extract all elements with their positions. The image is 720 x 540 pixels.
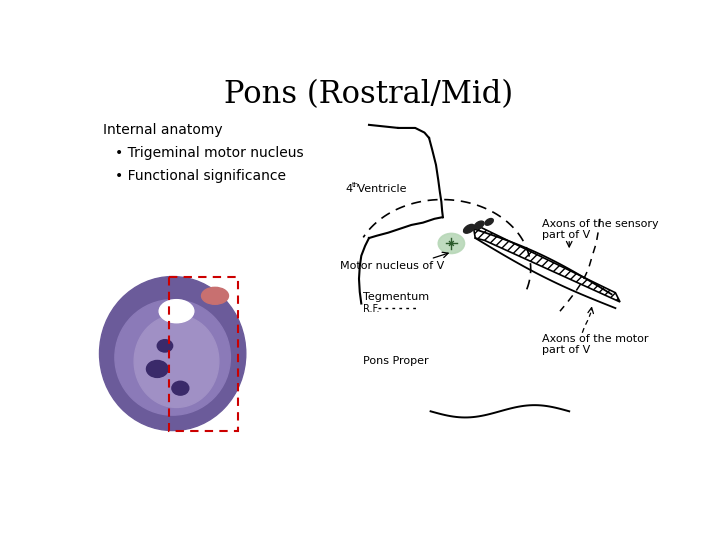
Ellipse shape (115, 300, 230, 415)
Ellipse shape (157, 340, 173, 352)
Text: part of V: part of V (542, 345, 590, 355)
Text: Pons Proper: Pons Proper (363, 356, 428, 366)
Text: • Functional significance: • Functional significance (115, 168, 286, 183)
Ellipse shape (485, 219, 493, 225)
Text: 4: 4 (346, 184, 353, 194)
Text: Axons of the sensory: Axons of the sensory (542, 219, 659, 229)
Ellipse shape (146, 361, 168, 377)
Text: part of V: part of V (542, 230, 590, 240)
Text: th: th (352, 182, 359, 188)
Text: R.F.: R.F. (363, 303, 379, 314)
Ellipse shape (438, 233, 464, 253)
Ellipse shape (474, 221, 484, 229)
Ellipse shape (159, 300, 194, 323)
Text: Tegmentum: Tegmentum (363, 292, 429, 302)
Bar (168, 276, 238, 430)
Ellipse shape (464, 225, 474, 233)
Text: Internal anatomy: Internal anatomy (102, 123, 222, 137)
Ellipse shape (99, 276, 246, 430)
Text: Pons (Rostral/Mid): Pons (Rostral/Mid) (225, 79, 513, 110)
Ellipse shape (202, 287, 228, 304)
Text: Ventricle: Ventricle (354, 184, 407, 194)
Text: Axons of the motor: Axons of the motor (542, 334, 649, 345)
Ellipse shape (134, 315, 219, 408)
Text: • Trigeminal motor nucleus: • Trigeminal motor nucleus (115, 146, 304, 160)
Polygon shape (474, 226, 620, 302)
Text: Motor nucleus of V: Motor nucleus of V (340, 261, 444, 271)
Ellipse shape (172, 381, 189, 395)
